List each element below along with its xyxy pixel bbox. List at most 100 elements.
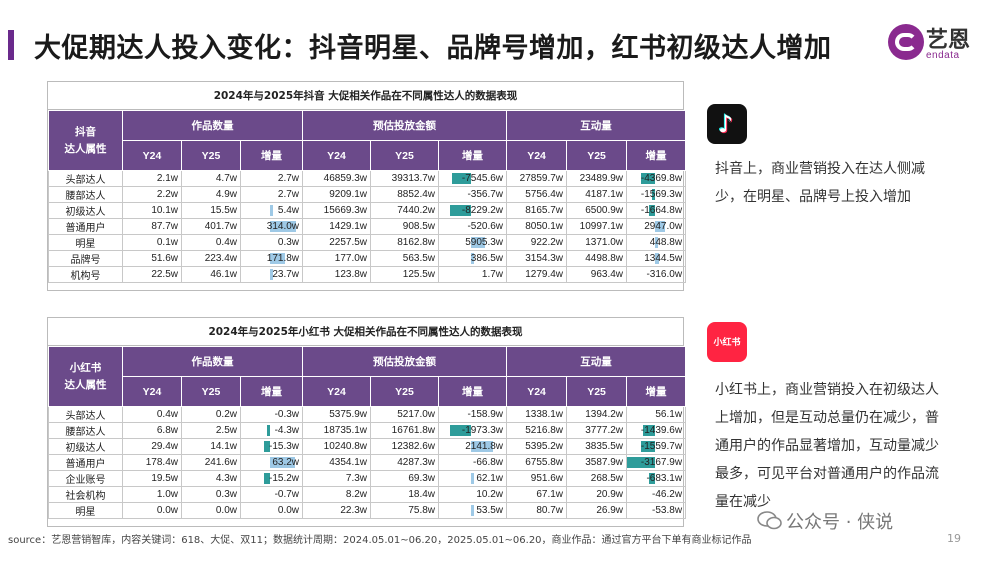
cell-value: 8165.7w	[525, 205, 564, 216]
data-cell: 53.5w	[438, 502, 508, 519]
watermark-text: 公众号 · 侠说	[786, 512, 894, 533]
cell-value: 29.4w	[151, 441, 178, 452]
group-header: 预估投放金额	[302, 110, 508, 141]
cell-value: 16761.8w	[391, 425, 436, 436]
data-bar	[471, 441, 494, 452]
table-row: 头部达人 0.4w 0.2w -0.3w 5375.9w 5217.0w -158.9w 13…	[48, 406, 687, 423]
endata-logo: 艺恩 endata	[886, 22, 996, 66]
xhs-data-table: 小红书 达人属性 作品数量 预估投放金额 互动量 Y24 Y25 增量 Y24 Y25 增量 Y24…	[48, 346, 687, 519]
data-cell: 1394.2w	[566, 406, 628, 423]
douyin-table-card: 2024年与2025年抖音 大促相关作品在不同属性达人的数据表现 抖音 达人属性…	[47, 81, 687, 291]
data-bar	[655, 253, 660, 264]
data-cell: 386.5w	[438, 250, 508, 267]
cell-value: 448.8w	[649, 237, 683, 248]
cell-value: 2141.8w	[465, 441, 504, 452]
data-cell: -1664.8w	[626, 202, 687, 219]
data-bar	[452, 173, 472, 184]
cell-value: 56.1w	[655, 409, 683, 420]
data-cell: -4.3w	[239, 422, 304, 439]
data-cell: 177.0w	[302, 250, 372, 267]
data-cell: -683.1w	[626, 470, 687, 487]
group-header: 预估投放金额	[302, 346, 508, 377]
data-cell: -66.8w	[438, 454, 508, 471]
data-cell: 10997.1w	[566, 218, 628, 235]
cell-value: 0.0w	[215, 505, 237, 516]
cell-value: 2257.5w	[329, 237, 368, 248]
data-cell: 2141.8w	[438, 438, 508, 455]
data-cell: 69.3w	[370, 470, 440, 487]
data-cell: 67.1w	[506, 486, 568, 503]
cell-value: 87.7w	[151, 221, 178, 232]
data-cell: 46.1w	[181, 266, 241, 283]
data-cell: 18.4w	[370, 486, 440, 503]
cell-value: 314.0w	[266, 221, 300, 232]
data-cell: 18735.1w	[302, 422, 372, 439]
cell-value: 2.5w	[215, 425, 237, 436]
cell-value: 20.9w	[596, 489, 624, 500]
cell-value: 908.5w	[402, 221, 436, 232]
data-bar	[450, 205, 472, 216]
data-bar	[649, 205, 656, 216]
sub-header: Y25	[181, 376, 241, 407]
cell-value: 4.9w	[215, 189, 237, 200]
data-cell: -8229.2w	[438, 202, 508, 219]
cell-value: 5.4w	[277, 205, 300, 216]
sub-header: Y24	[302, 376, 372, 407]
data-cell: 15.5w	[181, 202, 241, 219]
data-cell: 8050.1w	[506, 218, 568, 235]
data-cell: 0.4w	[181, 234, 241, 251]
row-label: 企业账号	[48, 470, 123, 487]
endata-logo-icon	[888, 24, 924, 60]
data-bar	[471, 505, 475, 516]
data-cell: 6755.8w	[506, 454, 568, 471]
cell-value: 0.3w	[215, 489, 237, 500]
table-row: 社会机构 1.0w 0.3w -0.7w 8.2w 18.4w 10.2w 67.1w 20.9…	[48, 486, 687, 503]
cell-value: 51.6w	[151, 253, 178, 264]
cell-value: -0.3w	[274, 409, 300, 420]
cell-value: 26.9w	[596, 505, 624, 516]
cell-value: 69.3w	[408, 473, 436, 484]
logo-en-text: endata	[926, 50, 960, 61]
table-row: 普通用户 87.7w 401.7w 314.0w 1429.1w 908.5w -520.6…	[48, 218, 687, 235]
sub-header: 增量	[438, 376, 508, 407]
data-cell: 171.8w	[239, 250, 304, 267]
data-cell: 223.4w	[181, 250, 241, 267]
data-cell: 3835.5w	[566, 438, 628, 455]
data-bar	[264, 473, 270, 484]
data-cell: -520.6w	[438, 218, 508, 235]
cell-value: 23.7w	[272, 269, 300, 280]
data-bar	[627, 457, 656, 468]
data-cell: 1.0w	[122, 486, 182, 503]
data-cell: 26.9w	[566, 502, 628, 519]
data-cell: 1429.1w	[302, 218, 372, 235]
data-cell: 7440.2w	[370, 202, 440, 219]
data-cell: 63.2w	[239, 454, 304, 471]
data-cell: 4354.1w	[302, 454, 372, 471]
page-title: 大促期达人投入变化：抖音明星、品牌号增加，红书初级达人增加	[34, 33, 832, 64]
table-row: 品牌号 51.6w 223.4w 171.8w 177.0w 563.5w 386.5w 31…	[48, 250, 687, 267]
cell-value: 15.5w	[210, 205, 237, 216]
data-bar	[267, 425, 270, 436]
data-bar	[471, 473, 475, 484]
cell-value: 8.2w	[345, 489, 368, 500]
data-bar	[270, 269, 273, 280]
data-cell: -1559.7w	[626, 438, 687, 455]
row-label: 社会机构	[48, 486, 123, 503]
cell-value: 5216.8w	[525, 425, 564, 436]
sub-header: Y24	[506, 140, 568, 171]
cell-value: 8050.1w	[525, 221, 564, 232]
data-cell: 1338.1w	[506, 406, 568, 423]
cell-value: 5217.0w	[397, 409, 436, 420]
cell-value: 125.5w	[402, 269, 436, 280]
data-cell: -356.7w	[438, 186, 508, 203]
data-cell: 951.6w	[506, 470, 568, 487]
data-cell: -316.0w	[626, 266, 687, 283]
attr-header: 抖音 达人属性	[48, 110, 123, 171]
cell-value: 18.4w	[408, 489, 436, 500]
data-cell: 2.5w	[181, 422, 241, 439]
data-bar	[649, 473, 656, 484]
cell-value: -8229.2w	[461, 205, 504, 216]
xiaohongshu-icon: 小红书	[707, 322, 747, 362]
cell-value: -1973.3w	[461, 425, 504, 436]
cell-value: 5375.9w	[329, 409, 368, 420]
